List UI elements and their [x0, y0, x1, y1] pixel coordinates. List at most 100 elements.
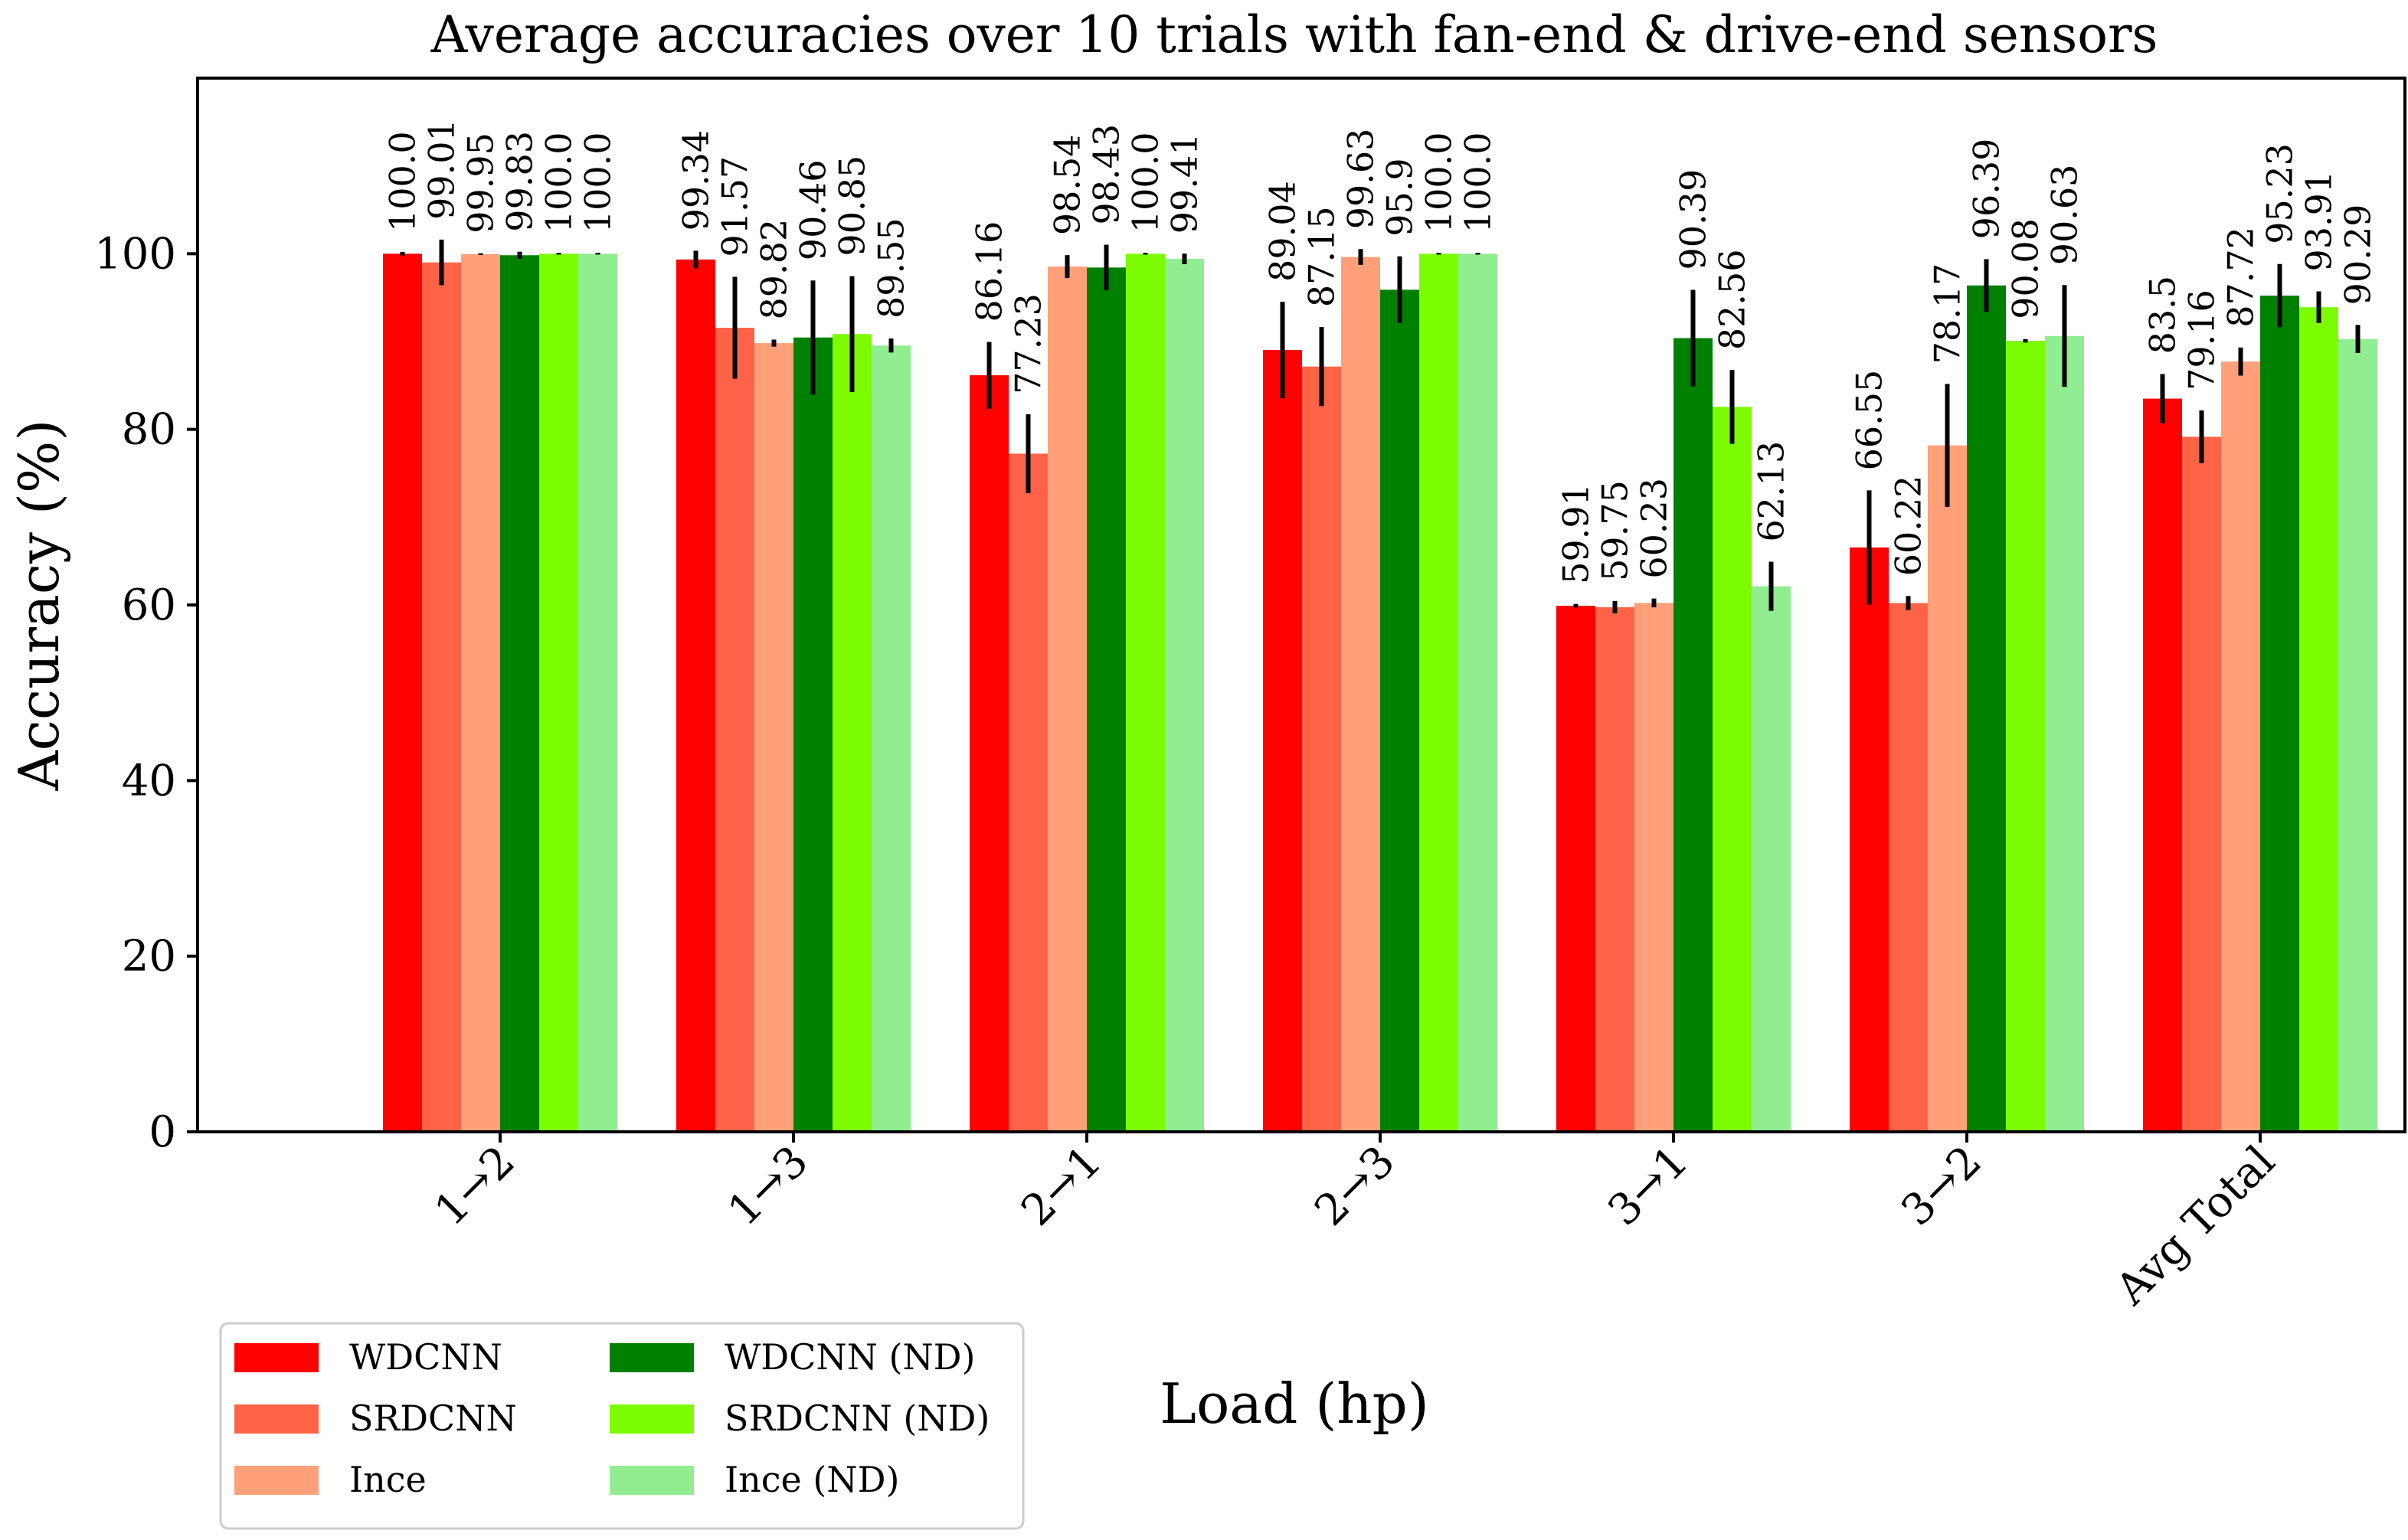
bar	[1302, 366, 1341, 1132]
legend-swatch	[610, 1404, 694, 1434]
x-tick-label: 2→1	[1012, 1136, 1111, 1236]
bar	[2260, 296, 2299, 1133]
data-label: 99.83	[499, 131, 541, 232]
data-label: 90.39	[1673, 169, 1714, 270]
data-label: 93.91	[2298, 171, 2340, 272]
x-axis-ticks: 1→2 1→3 2→1 2→3 3→1 3→2 Avg Total	[425, 1132, 2285, 1315]
bar	[1380, 289, 1419, 1132]
legend-label: WDCNN (ND)	[725, 1336, 976, 1378]
data-label: 62.13	[1751, 441, 1792, 542]
legend-label: SRDCNN	[349, 1398, 517, 1439]
bar	[383, 253, 422, 1132]
legend-swatch	[234, 1343, 319, 1372]
x-axis-label: Load (hp)	[1160, 1372, 1429, 1436]
data-label: 89.04	[1262, 181, 1304, 282]
y-tick-label: 20	[122, 932, 176, 982]
data-label: 89.55	[871, 217, 912, 319]
bar	[1126, 253, 1165, 1132]
data-label: 90.85	[832, 155, 873, 257]
bar	[1419, 253, 1458, 1132]
bar	[1595, 607, 1634, 1132]
y-axis-label: Accuracy (%)	[7, 420, 71, 792]
legend-swatch	[610, 1466, 694, 1495]
x-tick-label: Avg Total	[2106, 1136, 2285, 1315]
y-tick-label: 0	[149, 1107, 176, 1157]
data-label: 99.41	[1164, 133, 1206, 234]
bar	[715, 327, 754, 1133]
data-label: 100.0	[538, 132, 580, 233]
bar	[2221, 361, 2260, 1132]
bar	[2045, 335, 2084, 1132]
data-label: 99.34	[676, 130, 717, 231]
data-label: 96.39	[1966, 139, 2007, 240]
legend-swatch	[234, 1404, 319, 1434]
data-label: 79.16	[2181, 289, 2223, 391]
legend-swatch	[234, 1466, 319, 1495]
data-label: 95.9	[1379, 158, 1421, 236]
data-label: 90.29	[2338, 204, 2379, 306]
bars	[383, 253, 2377, 1133]
y-tick-label: 60	[122, 580, 176, 630]
bar	[793, 337, 833, 1132]
bar	[461, 253, 500, 1132]
data-label: 60.22	[1888, 476, 1929, 577]
y-tick-label: 80	[122, 405, 176, 455]
bar	[1713, 407, 1752, 1132]
data-label: 89.82	[754, 219, 795, 320]
bar	[1263, 350, 1302, 1132]
data-label: 100.0	[1125, 132, 1166, 233]
error-bars	[400, 239, 2361, 613]
y-axis-ticks: 0 20 40 60 80 100	[94, 229, 198, 1157]
data-label: 98.43	[1086, 124, 1127, 225]
data-label: 77.23	[1008, 293, 1049, 394]
bar	[1087, 267, 1126, 1133]
bar	[1850, 547, 1889, 1132]
bar	[1673, 338, 1713, 1132]
data-label: 82.56	[1712, 249, 1753, 350]
bar	[1634, 603, 1673, 1132]
y-tick-label: 100	[94, 229, 176, 279]
bar	[2299, 307, 2338, 1133]
bar	[578, 253, 617, 1132]
bar	[1556, 606, 1595, 1132]
x-tick-label: 3→2	[1892, 1136, 1991, 1236]
data-label: 100.0	[382, 131, 424, 232]
x-tick-label: 1→3	[718, 1136, 818, 1236]
x-tick-label: 2→3	[1305, 1136, 1405, 1236]
data-label: 87.72	[2220, 227, 2262, 328]
data-label: 91.57	[715, 156, 756, 257]
legend-label: Ince	[349, 1459, 427, 1500]
bar	[539, 253, 578, 1132]
data-label: 90.46	[793, 159, 834, 260]
bar	[1967, 285, 2006, 1132]
data-label: 60.23	[1634, 478, 1675, 579]
data-label: 90.63	[2044, 165, 2086, 266]
bar	[422, 262, 461, 1133]
bar	[1458, 253, 1497, 1132]
data-label: 78.17	[1927, 263, 1968, 365]
data-label: 100.0	[1418, 132, 1460, 233]
y-tick-label: 40	[122, 756, 176, 806]
data-label: 87.15	[1301, 206, 1343, 307]
bar	[1048, 266, 1087, 1132]
bar	[754, 343, 793, 1133]
chart-title: Average accuracies over 10 trials with f…	[430, 5, 2158, 64]
data-label: 99.01	[421, 119, 463, 220]
legend-label: SRDCNN (ND)	[725, 1398, 990, 1439]
data-label: 100.0	[577, 132, 619, 233]
bar	[500, 255, 539, 1132]
bar	[1889, 603, 1928, 1132]
data-label: 99.63	[1340, 129, 1382, 230]
bar	[872, 345, 911, 1132]
data-label: 66.55	[1849, 370, 1890, 471]
data-label: 59.75	[1595, 480, 1636, 581]
legend: WDCNN SRDCNN Ince WDCNN (ND) SRDCNN (ND) Ince…	[219, 1322, 1025, 1530]
data-label: 59.91	[1556, 483, 1597, 584]
bar	[1009, 453, 1048, 1132]
bar	[1341, 257, 1380, 1133]
legend-label: WDCNN	[349, 1336, 502, 1378]
plot-frame	[196, 77, 2406, 1133]
data-label: 98.54	[1047, 134, 1088, 235]
